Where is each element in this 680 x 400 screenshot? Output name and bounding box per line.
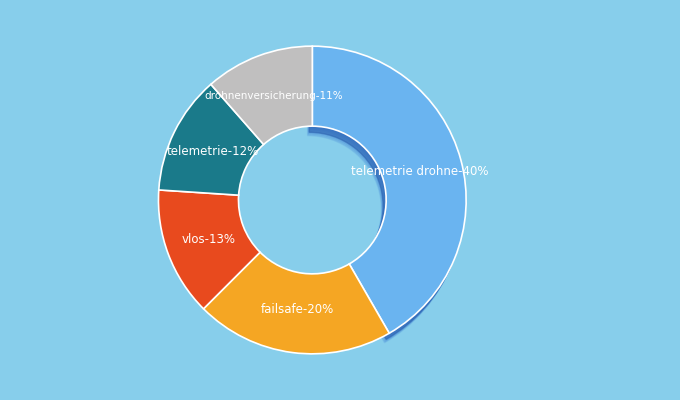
Wedge shape: [309, 52, 463, 339]
Wedge shape: [311, 48, 465, 336]
Text: vlos-13%: vlos-13%: [182, 232, 236, 246]
Wedge shape: [159, 84, 264, 195]
Wedge shape: [307, 56, 462, 343]
Wedge shape: [309, 53, 462, 340]
Wedge shape: [311, 47, 466, 334]
Wedge shape: [311, 50, 464, 337]
Wedge shape: [211, 46, 312, 144]
Text: failsafe-20%: failsafe-20%: [261, 303, 335, 316]
Text: telemetrie-12%: telemetrie-12%: [167, 144, 259, 158]
Wedge shape: [158, 190, 260, 309]
Wedge shape: [310, 51, 464, 338]
Wedge shape: [312, 46, 466, 333]
Text: drohnenversicherung-11%: drohnenversicherung-11%: [204, 91, 343, 101]
Wedge shape: [309, 52, 463, 339]
Wedge shape: [308, 54, 462, 342]
Text: telemetrie drohne-40%: telemetrie drohne-40%: [351, 165, 488, 178]
Wedge shape: [203, 252, 389, 354]
